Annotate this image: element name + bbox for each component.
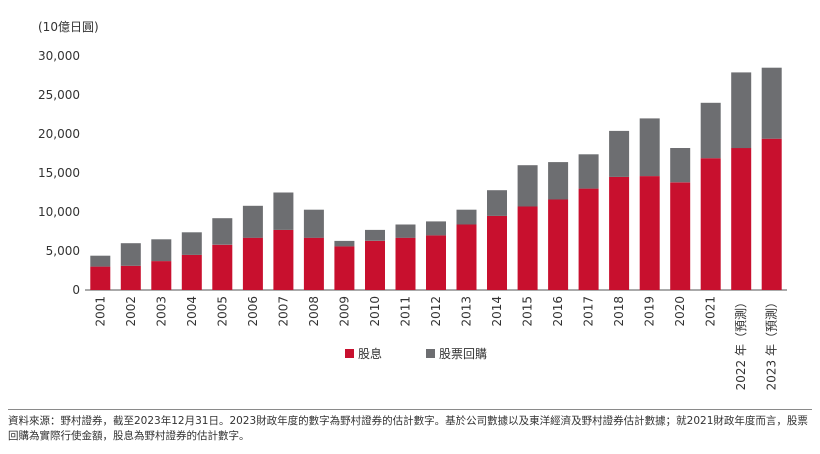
bar-buybacks — [120, 243, 141, 266]
y-tick-label: 25,000 — [38, 88, 80, 102]
y-axis-ticks: 0 5,000 10,000 15,000 20,000 25,000 30,000 — [38, 49, 80, 297]
bar-dividends — [395, 237, 416, 290]
x-tick-label: 2017 — [582, 296, 596, 327]
bar-buybacks — [761, 67, 782, 139]
bar-dividends — [578, 188, 599, 290]
bar-dividends — [212, 244, 233, 290]
x-tick-label: 2001 — [93, 296, 107, 327]
bar-buybacks — [151, 239, 172, 262]
y-tick-label: 30,000 — [38, 49, 80, 63]
bar-buybacks — [212, 218, 233, 245]
bars-group — [90, 67, 782, 290]
bar-dividends — [670, 182, 691, 290]
x-tick-label: 2008 — [307, 296, 321, 327]
bar-dividends — [487, 215, 507, 290]
x-tick-label: 2016 — [551, 296, 565, 327]
bar-buybacks — [731, 72, 752, 149]
bar-dividends — [120, 265, 141, 290]
footnote-divider — [8, 409, 812, 410]
bar-buybacks — [303, 209, 324, 238]
bar-buybacks — [90, 255, 111, 267]
source-footnote: 資料來源：野村證券，截至2023年12月31日。2023財政年度的數字為野村證券… — [8, 415, 808, 442]
x-tick-label: 2009 — [337, 296, 351, 327]
bar-dividends — [303, 237, 324, 290]
x-tick-label: 2015 — [521, 296, 535, 327]
bar-buybacks — [578, 154, 599, 189]
bar-dividends — [731, 148, 752, 290]
bar-buybacks — [456, 209, 477, 225]
y-tick-label: 15,000 — [38, 166, 80, 180]
bar-dividends — [151, 261, 172, 290]
bar-dividends — [517, 206, 538, 290]
x-tick-label: 2002 — [124, 296, 138, 327]
x-tick-label: 2011 — [399, 296, 413, 327]
bar-dividends — [365, 240, 385, 290]
x-tick-label: 2004 — [185, 296, 199, 327]
y-tick-label: 20,000 — [38, 127, 80, 141]
x-tick-label: 2019 — [643, 296, 657, 327]
legend: 股息 股票回購 — [345, 345, 487, 362]
bar-dividends — [700, 158, 721, 290]
y-axis-unit-label: (10億日圓) — [38, 20, 99, 34]
x-tick-label: 2023 年（預測） — [765, 296, 779, 390]
bar-buybacks — [487, 190, 507, 216]
legend-item-buybacks: 股票回購 — [426, 345, 487, 362]
x-tick-label: 2007 — [276, 296, 290, 327]
bar-dividends — [761, 138, 782, 290]
legend-label-buybacks: 股票回購 — [439, 347, 488, 361]
bar-buybacks — [242, 205, 263, 238]
legend-swatch-buybacks — [426, 349, 436, 358]
legend-item-dividends: 股息 — [345, 345, 382, 362]
legend-swatch-dividends — [345, 349, 354, 358]
bar-buybacks — [395, 224, 416, 238]
bar-buybacks — [609, 130, 630, 177]
bar-dividends — [639, 176, 660, 290]
bar-dividends — [456, 224, 477, 290]
bar-buybacks — [517, 165, 538, 207]
bar-dividends — [426, 235, 446, 290]
x-tick-label: 2013 — [460, 296, 474, 327]
bar-dividends — [242, 237, 263, 290]
bar-buybacks — [365, 229, 385, 241]
x-tick-label: 2020 — [673, 296, 687, 327]
bar-buybacks — [548, 162, 569, 200]
x-axis-ticks: 2001 2002 2003 2004 2005 2006 2007 2008 2009 2010… — [93, 296, 778, 390]
bar-buybacks — [670, 148, 691, 183]
x-tick-label: 2003 — [154, 296, 168, 327]
bar-buybacks — [181, 232, 202, 255]
legend-label-dividends: 股息 — [358, 347, 383, 361]
y-tick-label: 5,000 — [46, 244, 80, 258]
x-tick-label: 2022 年（預測） — [734, 296, 748, 390]
stacked-bar-chart: 0 5,000 10,000 15,000 20,000 25,000 30,000 200… — [38, 49, 787, 390]
bar-buybacks — [273, 192, 294, 230]
x-tick-label: 2010 — [368, 296, 382, 327]
x-tick-label: 2005 — [215, 296, 229, 327]
x-tick-label: 2021 — [704, 296, 718, 327]
bar-buybacks — [426, 221, 446, 236]
bar-dividends — [90, 266, 111, 290]
bar-dividends — [548, 199, 569, 290]
bar-dividends — [273, 229, 294, 290]
y-tick-label: 0 — [72, 283, 80, 297]
bar-dividends — [181, 254, 202, 290]
x-tick-label: 2012 — [429, 296, 443, 327]
bar-dividends — [334, 246, 355, 290]
x-tick-label: 2006 — [246, 296, 260, 327]
y-tick-label: 10,000 — [38, 205, 80, 219]
bar-dividends — [609, 176, 630, 290]
x-tick-label: 2014 — [490, 296, 504, 327]
bar-buybacks — [639, 118, 660, 177]
x-tick-label: 2018 — [612, 296, 626, 327]
bar-buybacks — [700, 102, 721, 159]
bar-buybacks — [334, 240, 355, 247]
